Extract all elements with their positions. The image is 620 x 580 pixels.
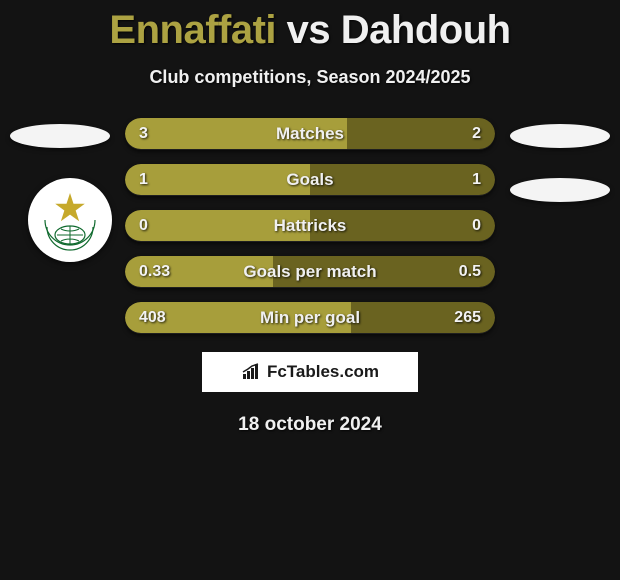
stat-label: Min per goal (125, 302, 495, 334)
stat-label: Hattricks (125, 210, 495, 242)
fctables-watermark: FcTables.com (202, 352, 418, 392)
fctables-text: FcTables.com (267, 362, 379, 382)
stat-row: 0.330.5Goals per match (125, 256, 495, 288)
stat-label: Matches (125, 118, 495, 150)
club-ellipse-right (510, 178, 610, 202)
player2-name: Dahdouh (341, 8, 511, 52)
club-ellipse-top-left (10, 124, 110, 148)
stat-label: Goals (125, 164, 495, 196)
player1-name: Ennaffati (109, 8, 276, 52)
stat-row: 00Hattricks (125, 210, 495, 242)
stat-label: Goals per match (125, 256, 495, 288)
date-text: 18 october 2024 (0, 414, 620, 436)
vs-text: vs (287, 8, 331, 52)
club-ellipse-top-right (510, 124, 610, 148)
club-logo-left (28, 178, 112, 262)
page-title: Ennaffati vs Dahdouh (0, 0, 620, 53)
stat-row: 408265Min per goal (125, 302, 495, 334)
stat-row: 11Goals (125, 164, 495, 196)
stat-row: 32Matches (125, 118, 495, 150)
club-logo-graphic (35, 185, 105, 255)
subtitle: Club competitions, Season 2024/2025 (0, 67, 620, 88)
bar-chart-icon (241, 363, 263, 381)
